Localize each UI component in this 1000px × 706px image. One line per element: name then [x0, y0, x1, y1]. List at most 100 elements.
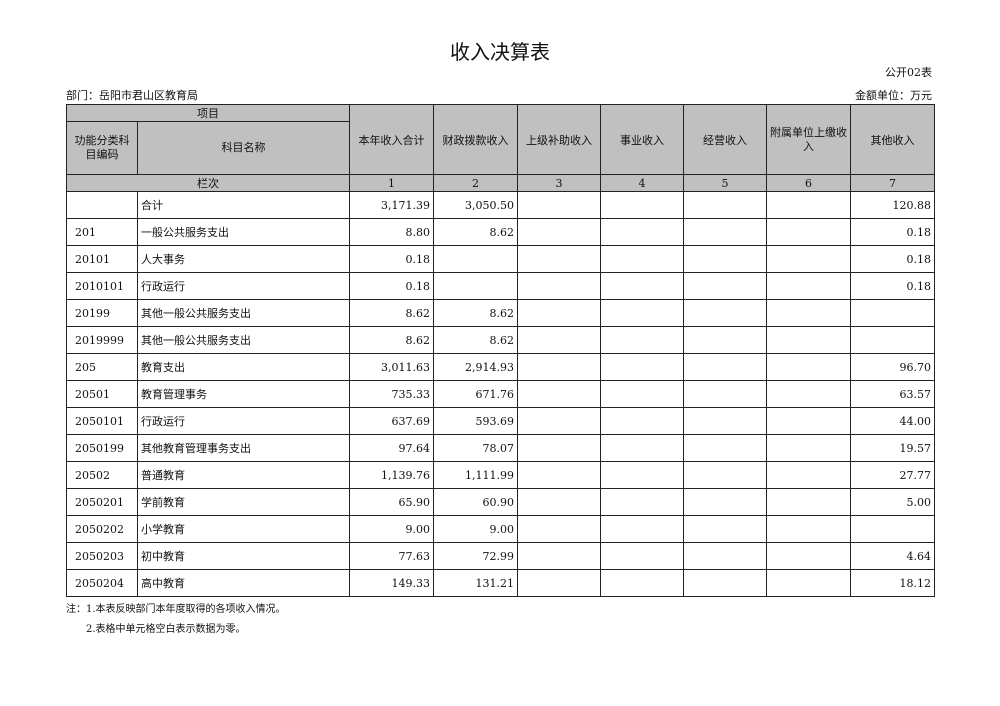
row-value: [600, 245, 684, 273]
row-value: 60.90: [433, 488, 518, 516]
row-value: [517, 461, 601, 489]
table-row: 20501 教育管理事务 735.33 671.76 63.57: [66, 380, 935, 408]
row-value: [600, 542, 684, 570]
row-value: [766, 380, 851, 408]
header-col-6: 附属单位上缴收入: [766, 104, 851, 175]
note-1: 注：1.本表反映部门本年度取得的各项收入情况。: [66, 604, 286, 615]
row-value: 72.99: [433, 542, 518, 570]
row-value: [517, 326, 601, 354]
row-value: 1,139.76: [349, 461, 434, 489]
row-value: 8.80: [349, 218, 434, 246]
row-value: [766, 407, 851, 435]
row-value: [683, 218, 767, 246]
row-value: [683, 515, 767, 543]
row-value: [517, 245, 601, 273]
row-value: [850, 299, 935, 327]
row-value: 19.57: [850, 434, 935, 462]
table-row: 2050201 学前教育 65.90 60.90 5.00: [66, 488, 935, 516]
row-value: [683, 380, 767, 408]
income-table: 项目 本年收入合计 财政拨款收入 上级补助收入 事业收入 经营收入 附属单位上缴…: [66, 104, 935, 597]
table-row: 205 教育支出 3,011.63 2,914.93 96.70: [66, 353, 935, 381]
row-value: 4.64: [850, 542, 935, 570]
row-value: 5.00: [850, 488, 935, 516]
table-row: 2050202 小学教育 9.00 9.00: [66, 515, 935, 543]
row-value: [600, 461, 684, 489]
row-value: [766, 218, 851, 246]
row-value: [600, 326, 684, 354]
row-value: [683, 542, 767, 570]
row-value: [517, 488, 601, 516]
row-name: 行政运行: [137, 272, 350, 300]
row-value: 96.70: [850, 353, 935, 381]
row-value: 44.00: [850, 407, 935, 435]
row-value: [683, 191, 767, 219]
table-row: 2050199 其他教育管理事务支出 97.64 78.07 19.57: [66, 434, 935, 462]
row-value: [517, 434, 601, 462]
header-col-3: 上级补助收入: [517, 104, 601, 175]
row-value: 637.69: [349, 407, 434, 435]
row-value: [600, 218, 684, 246]
row-value: [517, 380, 601, 408]
row-name: 行政运行: [137, 407, 350, 435]
row-value: 77.63: [349, 542, 434, 570]
row-value: [600, 272, 684, 300]
row-value: 149.33: [349, 569, 434, 597]
header-name: 科目名称: [137, 121, 350, 175]
row-code: 20101: [66, 245, 138, 273]
row-value: [683, 245, 767, 273]
row-value: 3,050.50: [433, 191, 518, 219]
row-value: [766, 461, 851, 489]
row-code: 2050203: [66, 542, 138, 570]
row-value: [517, 407, 601, 435]
row-name: 合计: [137, 191, 350, 219]
row-value: 0.18: [349, 245, 434, 273]
row-value: 63.57: [850, 380, 935, 408]
row-value: [433, 272, 518, 300]
column-number: 2: [433, 174, 518, 192]
row-value: 8.62: [433, 218, 518, 246]
notes: 注：1.本表反映部门本年度取得的各项收入情况。 2.表格中单元格空白表示数据为零…: [66, 600, 286, 640]
row-value: 3,171.39: [349, 191, 434, 219]
row-value: [600, 515, 684, 543]
row-value: 8.62: [433, 326, 518, 354]
row-name: 教育支出: [137, 353, 350, 381]
row-code: 2050204: [66, 569, 138, 597]
table-row: 20502 普通教育 1,139.76 1,111.99 27.77: [66, 461, 935, 489]
row-value: [766, 434, 851, 462]
row-value: 0.18: [850, 272, 935, 300]
table-row: 2050204 高中教育 149.33 131.21 18.12: [66, 569, 935, 597]
row-code: 205: [66, 353, 138, 381]
row-value: [600, 380, 684, 408]
row-value: [600, 191, 684, 219]
row-value: 78.07: [433, 434, 518, 462]
table-row: 2050203 初中教育 77.63 72.99 4.64: [66, 542, 935, 570]
row-value: [766, 569, 851, 597]
row-value: [517, 515, 601, 543]
row-value: [766, 353, 851, 381]
row-value: [517, 272, 601, 300]
row-code: 2010101: [66, 272, 138, 300]
row-value: [683, 488, 767, 516]
column-number: 5: [683, 174, 767, 192]
row-value: [683, 272, 767, 300]
table-row: 2019999 其他一般公共服务支出 8.62 8.62: [66, 326, 935, 354]
row-code: 20501: [66, 380, 138, 408]
row-value: [766, 515, 851, 543]
row-value: [766, 488, 851, 516]
row-value: 0.18: [850, 218, 935, 246]
table-row: 2010101 行政运行 0.18 0.18: [66, 272, 935, 300]
page-title: 收入决算表: [450, 40, 550, 64]
row-name: 其他教育管理事务支出: [137, 434, 350, 462]
row-name: 教育管理事务: [137, 380, 350, 408]
row-value: [600, 299, 684, 327]
row-code: 2019999: [66, 326, 138, 354]
row-value: [517, 569, 601, 597]
row-value: 8.62: [349, 299, 434, 327]
row-value: [766, 272, 851, 300]
table-row: 201 一般公共服务支出 8.80 8.62 0.18: [66, 218, 935, 246]
row-code: 2050199: [66, 434, 138, 462]
row-value: 8.62: [349, 326, 434, 354]
row-value: [766, 326, 851, 354]
header-code: 功能分类科目编码: [66, 121, 138, 175]
row-value: [766, 542, 851, 570]
